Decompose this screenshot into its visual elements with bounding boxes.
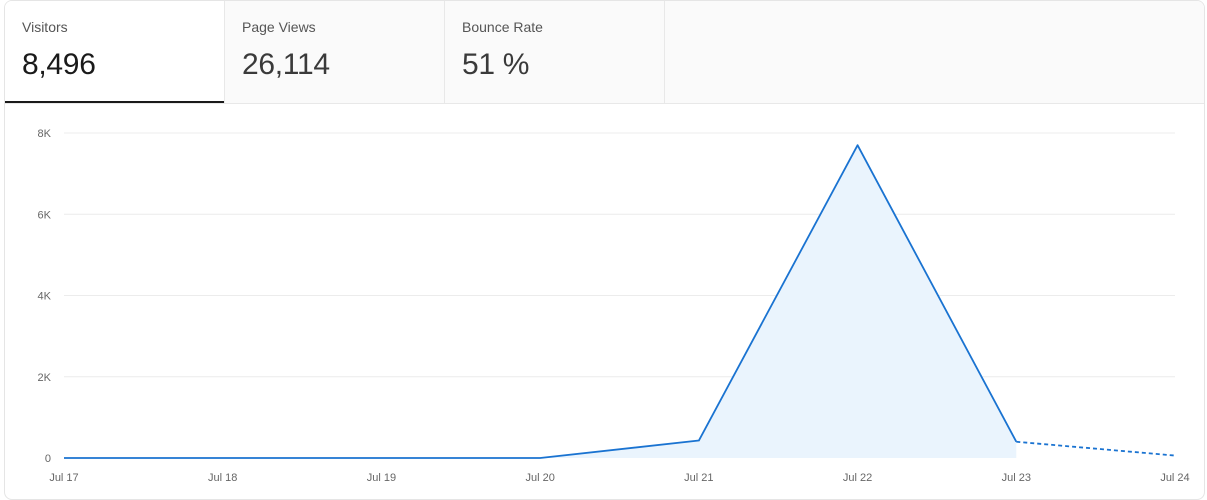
tab-visitors[interactable]: Visitors 8,496	[5, 1, 225, 103]
tab-bounce-rate[interactable]: Bounce Rate 51 %	[445, 1, 665, 103]
metric-tabs: Visitors 8,496 Page Views 26,114 Bounce …	[5, 1, 1205, 104]
tab-page-views[interactable]: Page Views 26,114	[225, 1, 445, 103]
tab-bounce-rate-label: Bounce Rate	[462, 19, 664, 35]
analytics-card: Visitors 8,496 Page Views 26,114 Bounce …	[4, 0, 1205, 500]
tab-spacer	[665, 1, 1205, 103]
tab-page-views-label: Page Views	[242, 19, 444, 35]
tab-page-views-value: 26,114	[242, 49, 444, 81]
tab-visitors-label: Visitors	[22, 19, 224, 35]
tab-visitors-value: 8,496	[22, 49, 224, 81]
tab-bounce-rate-value: 51 %	[462, 49, 664, 81]
